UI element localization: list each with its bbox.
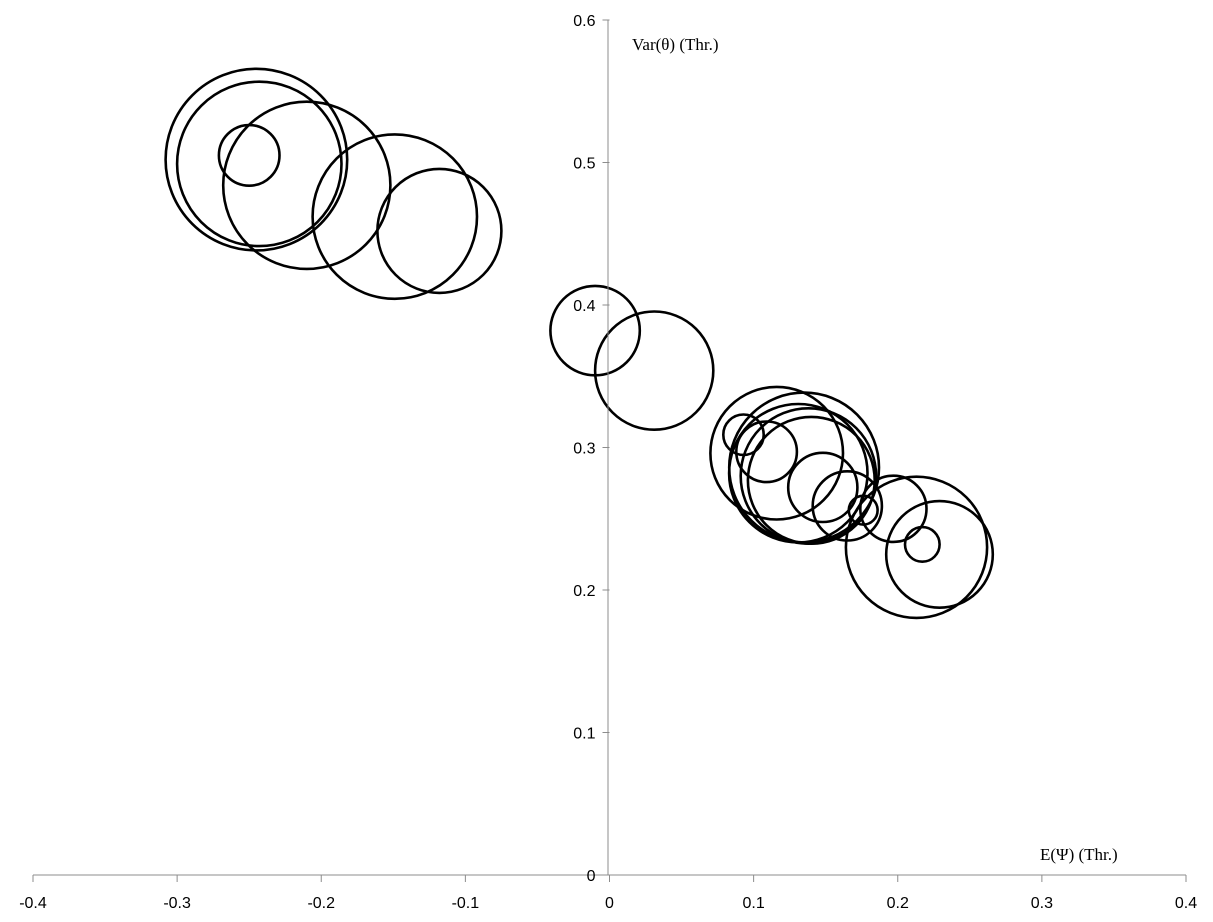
bubble-4 [221, 100, 392, 271]
y-tick-label-6: 0.6 [573, 13, 595, 30]
bubble-12 [727, 391, 881, 544]
x-tick-label-2: -0.2 [307, 895, 335, 912]
x-axis-title: E(Ψ) (Thr.) [1040, 845, 1118, 864]
y-tick-label-5: 0.5 [573, 156, 595, 173]
bubble-22 [903, 525, 941, 564]
y-tick-label-3: 0.3 [573, 441, 595, 458]
bubble-13 [727, 402, 869, 544]
y-tick-label-4: 0.4 [573, 298, 595, 315]
bubble-6 [376, 167, 503, 295]
x-tick-label-1: -0.3 [163, 895, 191, 912]
y-tick-label-2: 0.2 [573, 583, 595, 600]
bubbles-layer [164, 67, 995, 620]
x-ticks-layer: -0.4 -0.3 -0.2 -0.1 0 0.1 0.2 0.3 0.4 [19, 875, 1197, 912]
x-tick-label-8: 0.4 [1175, 895, 1197, 912]
bubble-1 [164, 67, 349, 252]
y-axis-title: Var(θ) (Thr.) [632, 35, 719, 54]
bubble-21 [884, 499, 995, 610]
bubble-2 [175, 80, 343, 248]
bubble-16 [786, 451, 859, 524]
x-tick-label-6: 0.2 [887, 895, 909, 912]
bubble-19 [859, 474, 928, 544]
y-tick-label-0: 0 [587, 868, 596, 885]
bubble-9 [709, 385, 845, 521]
x-tick-label-4: 0 [605, 895, 614, 912]
x-tick-label-3: -0.1 [452, 895, 480, 912]
y-ticks-layer: 0 0.1 0.2 0.3 0.4 0.5 0.6 [573, 13, 610, 885]
x-tick-label-0: -0.4 [19, 895, 47, 912]
x-tick-label-7: 0.3 [1031, 895, 1053, 912]
bubble-20 [844, 475, 989, 620]
x-tick-label-5: 0.1 [743, 895, 765, 912]
bubble-8 [593, 310, 715, 431]
y-tick-label-1: 0.1 [573, 726, 595, 743]
bubble-5 [311, 133, 479, 301]
